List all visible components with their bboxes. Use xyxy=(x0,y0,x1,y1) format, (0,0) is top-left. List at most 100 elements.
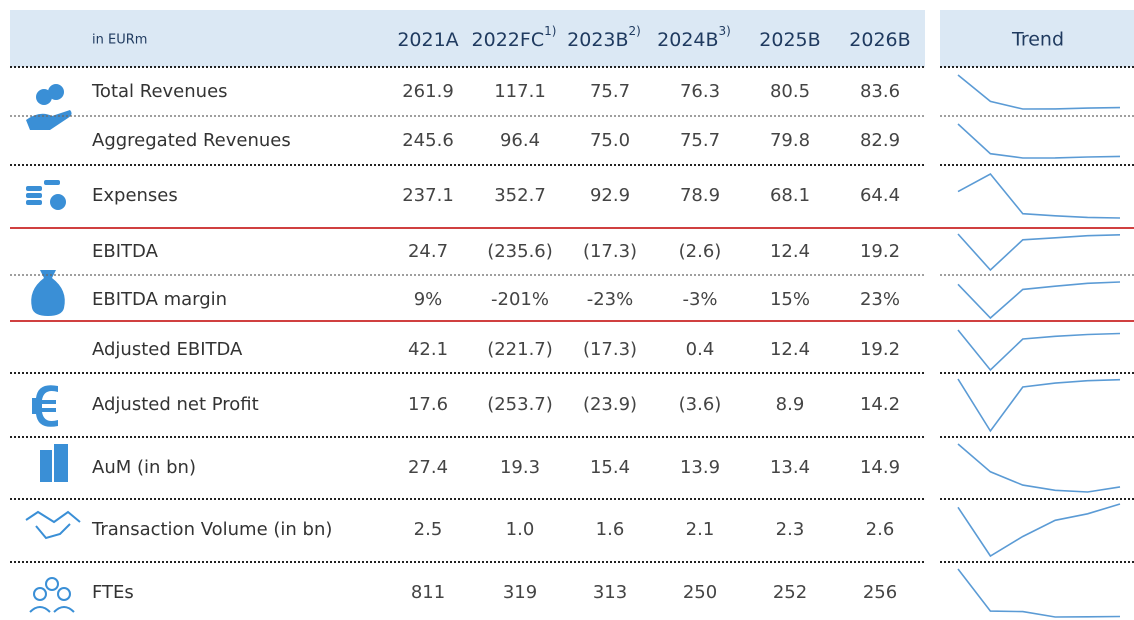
cell: 319 xyxy=(503,582,537,603)
cell: 68.1 xyxy=(770,185,810,206)
column-header: 2021A xyxy=(397,29,458,51)
cell: 79.8 xyxy=(770,130,810,151)
icon-coin xyxy=(36,89,52,105)
icons xyxy=(26,84,72,482)
icon-people xyxy=(45,577,59,591)
cell: 42.1 xyxy=(408,339,448,360)
column-note: 2) xyxy=(629,24,641,38)
icon-hand xyxy=(26,110,72,130)
icons-outline xyxy=(25,510,81,613)
cell: 82.9 xyxy=(860,130,900,151)
icon-coins xyxy=(26,200,42,205)
trend-line xyxy=(957,329,1121,372)
cell: 8.9 xyxy=(776,394,805,415)
cell: 19.2 xyxy=(860,339,900,360)
column-label: 2022FC xyxy=(472,29,545,51)
cell: 811 xyxy=(411,582,445,603)
row-label: Total Revenues xyxy=(91,81,228,102)
cell: 19.3 xyxy=(500,457,540,478)
cell: 1.6 xyxy=(596,519,625,540)
cell: 15% xyxy=(770,289,810,310)
icon-coins xyxy=(26,186,42,191)
cell: 80.5 xyxy=(770,81,810,102)
cell: 252 xyxy=(773,582,807,603)
column-header: 2024B3) xyxy=(657,24,731,51)
column-label: 2023B xyxy=(567,29,628,51)
cell: 13.4 xyxy=(770,457,810,478)
icon-people xyxy=(29,606,75,613)
unit: in EURm xyxy=(92,33,147,48)
icon-handshake xyxy=(25,510,81,540)
trend-line xyxy=(957,281,1121,320)
column-note: 1) xyxy=(544,24,556,38)
cell: 250 xyxy=(683,582,717,603)
icon-coin xyxy=(48,84,64,100)
cell: 2.1 xyxy=(686,519,715,540)
icon-moneybag xyxy=(31,270,65,316)
row-label: AuM (in bn) xyxy=(92,457,196,478)
cell: 14.2 xyxy=(860,394,900,415)
header-band xyxy=(10,10,925,67)
cell: 14.9 xyxy=(860,457,900,478)
cell: 92.9 xyxy=(590,185,630,206)
cell: 96.4 xyxy=(500,130,540,151)
cell: 78.9 xyxy=(680,185,720,206)
cell: 2.6 xyxy=(866,519,895,540)
cell: 12.4 xyxy=(770,339,810,360)
cell: 24.7 xyxy=(408,241,448,262)
cell: (23.9) xyxy=(583,394,637,415)
column-header: 2025B xyxy=(759,29,820,51)
column-label: 2024B xyxy=(657,29,718,51)
trend-line xyxy=(957,568,1121,618)
cell: 83.6 xyxy=(860,81,900,102)
row-label: Transaction Volume (in bn) xyxy=(91,519,332,540)
row-label: Adjusted EBITDA xyxy=(92,339,243,360)
column-label: 2026B xyxy=(849,29,910,51)
icon-people xyxy=(57,587,71,601)
icon-people xyxy=(33,587,47,601)
cell: (235.6) xyxy=(487,241,553,262)
cell: 1.0 xyxy=(506,519,535,540)
row-label: Aggregated Revenues xyxy=(92,130,291,151)
cell: (3.6) xyxy=(679,394,722,415)
cell: 12.4 xyxy=(770,241,810,262)
trend-line xyxy=(957,233,1121,272)
cell: 76.3 xyxy=(680,81,720,102)
cell: 256 xyxy=(863,582,897,603)
cell: (17.3) xyxy=(583,241,637,262)
column-header: 2026B xyxy=(849,29,910,51)
cell: 64.4 xyxy=(860,185,900,206)
row-label: EBITDA xyxy=(92,241,159,262)
cell: 27.4 xyxy=(408,457,448,478)
cell: 19.2 xyxy=(860,241,900,262)
column-label: 2021A xyxy=(397,29,458,51)
icon-coins xyxy=(26,193,42,198)
cell: (2.6) xyxy=(679,241,722,262)
row-label: FTEs xyxy=(92,582,134,603)
trend-line xyxy=(957,503,1121,558)
icon-euro xyxy=(32,385,58,427)
cell: 15.4 xyxy=(590,457,630,478)
trend-line xyxy=(957,378,1121,433)
trend-line xyxy=(957,74,1121,110)
icon-coins xyxy=(44,180,60,185)
column-note: 3) xyxy=(719,24,731,38)
cell: 117.1 xyxy=(494,81,546,102)
cell: 75.7 xyxy=(590,81,630,102)
cell: 352.7 xyxy=(494,185,546,206)
cell: (253.7) xyxy=(487,394,553,415)
cell: 75.7 xyxy=(680,130,720,151)
cell: -3% xyxy=(682,289,717,310)
cell: (221.7) xyxy=(487,339,553,360)
column-label: 2025B xyxy=(759,29,820,51)
icon-building xyxy=(54,444,68,482)
column-header: 2023B2) xyxy=(567,24,641,51)
icon-building xyxy=(40,450,52,482)
cell: 313 xyxy=(593,582,627,603)
cell: -23% xyxy=(587,289,634,310)
cell: -201% xyxy=(491,289,549,310)
cell: 0.4 xyxy=(686,339,715,360)
cell: 17.6 xyxy=(408,394,448,415)
cell: 245.6 xyxy=(402,130,454,151)
